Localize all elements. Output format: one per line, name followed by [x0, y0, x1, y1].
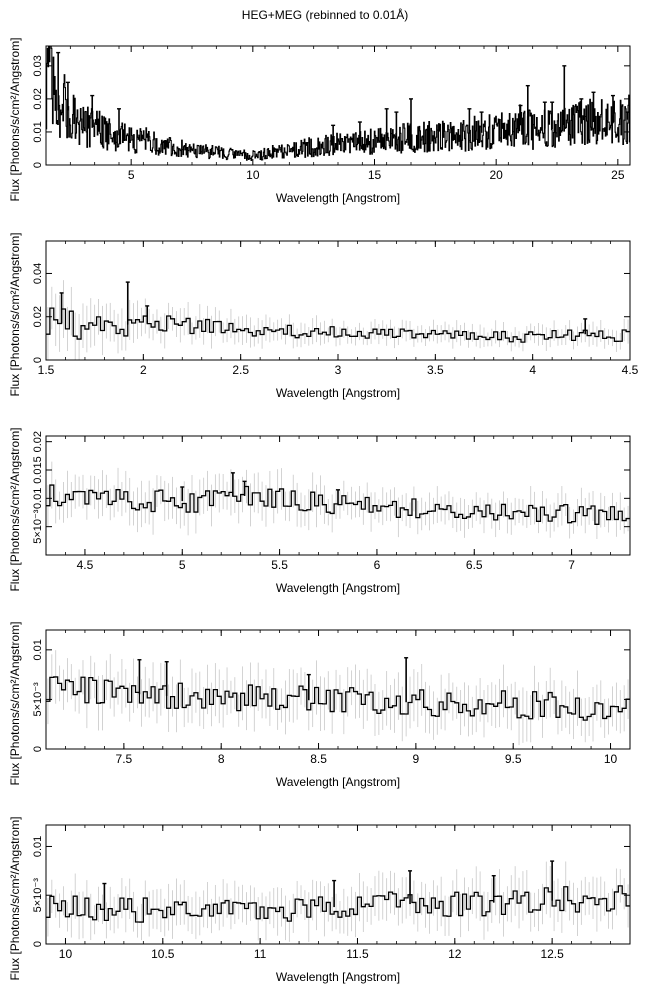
y-axis-label: Flux [Photons/s/cm²/Angstrom] [8, 37, 22, 201]
x-tick-label: 5 [128, 168, 135, 182]
error-bars [47, 650, 629, 746]
x-tick-label: 3 [335, 363, 342, 377]
x-tick-label: 1.5 [38, 363, 55, 377]
x-axis-label: Wavelength [Angstrom] [276, 191, 400, 205]
y-tick-label: 0.02 [32, 88, 44, 109]
x-tick-label: 6 [374, 558, 381, 572]
y-tick-label: 5×10⁻³ [32, 509, 44, 544]
figure-title: HEG+MEG (rebinned to 0.01Å) [241, 8, 409, 22]
spectrum-line [46, 46, 630, 161]
plot-area [46, 461, 630, 540]
y-tick-label: 0.01 [32, 121, 44, 142]
y-tick-label: 0.02 [32, 306, 44, 327]
x-tick-label: 5.5 [271, 558, 288, 572]
x-tick-label: 4 [529, 363, 536, 377]
plot-area [46, 650, 630, 746]
x-tick-label: 11.5 [346, 947, 369, 961]
y-axis-label: Flux [Photons/s/cm²/Angstrom] [8, 427, 22, 591]
y-tick-label: 0.03 [32, 55, 44, 76]
y-axis-label: Flux [Photons/s/cm²/Angstrom] [8, 232, 22, 396]
y-tick-label: 5×10⁻³ [32, 682, 44, 717]
x-tick-label: 2 [140, 363, 147, 377]
x-tick-label: 10 [246, 168, 260, 182]
x-tick-label: 3.5 [427, 363, 444, 377]
panel-2: 1.5 2 2.5 3 3.5 4 4.5 0 0.02 0.04 Wavelength [Angs… [8, 232, 639, 400]
plot-area [46, 860, 630, 942]
plot-area [46, 46, 630, 161]
x-tick-label: 12.5 [540, 947, 564, 961]
x-tick-label: 11 [254, 947, 267, 961]
plot-area [46, 280, 630, 360]
panel-5: 10 10.5 11 11.5 12 12.5 0 5×10⁻³ 0.01 Wavelength … [8, 816, 631, 984]
y-tick-label: 0.01 [32, 639, 44, 660]
x-tick-label: 12 [448, 947, 462, 961]
panel-4: 7.5 8 8.5 9 9.5 10 0 5×10⁻³ 0.01 Wavelength [Angs… [8, 621, 631, 789]
x-tick-label: 25 [611, 168, 625, 182]
y-tick-label: 0.04 [32, 263, 44, 284]
panel-1: 5 10 15 20 25 0 0.01 0.02 0.03 Wavelength [Angstr… [8, 37, 631, 205]
x-tick-label: 6.5 [466, 558, 483, 572]
y-tick-label: 0.02 [32, 431, 44, 452]
x-tick-label: 9 [413, 752, 420, 766]
y-tick-label: 0 [32, 941, 44, 947]
spectrum-line [46, 885, 630, 923]
x-tick-label: 15 [368, 168, 382, 182]
x-tick-label: 7 [568, 558, 575, 572]
spectrum-line [46, 676, 630, 721]
x-axis-label: Wavelength [Angstrom] [276, 581, 400, 595]
y-tick-label: 0 [32, 357, 44, 363]
x-tick-label: 20 [489, 168, 503, 182]
x-tick-label: 4.5 [77, 558, 94, 572]
panel-3: 4.5 5 5.5 6 6.5 7 5×10⁻³0.01 0.015 0.02 Wavelengt… [8, 427, 631, 595]
x-axis-label: Wavelength [Angstrom] [276, 775, 400, 789]
x-tick-label: 8.5 [310, 752, 327, 766]
x-tick-label: 7.5 [116, 752, 133, 766]
x-tick-label: 2.5 [232, 363, 249, 377]
y-tick-label: 0.015 [32, 456, 44, 484]
x-axis-label: Wavelength [Angstrom] [276, 386, 400, 400]
x-tick-label: 10 [59, 947, 73, 961]
y-tick-label: 0 [32, 162, 44, 168]
x-tick-label: 5 [179, 558, 186, 572]
x-tick-label: 10.5 [151, 947, 175, 961]
y-axis-label: Flux [Photons/s/cm²/Angstrom] [8, 816, 22, 980]
spectrum-line [46, 307, 630, 343]
y-tick-label: 0 [32, 746, 44, 752]
x-tick-label: 4.5 [622, 363, 639, 377]
y-tick-label: 0.01 [32, 488, 44, 509]
x-tick-label: 10 [604, 752, 618, 766]
x-tick-label: 8 [218, 752, 225, 766]
y-tick-label: 0.01 [32, 836, 44, 857]
x-tick-label: 9.5 [505, 752, 522, 766]
y-axis-label: Flux [Photons/s/cm²/Angstrom] [8, 621, 22, 785]
error-bars [47, 861, 629, 942]
spectrum-line [46, 484, 630, 525]
x-axis-label: Wavelength [Angstrom] [276, 970, 400, 984]
y-tick-label: 5×10⁻³ [32, 878, 44, 913]
